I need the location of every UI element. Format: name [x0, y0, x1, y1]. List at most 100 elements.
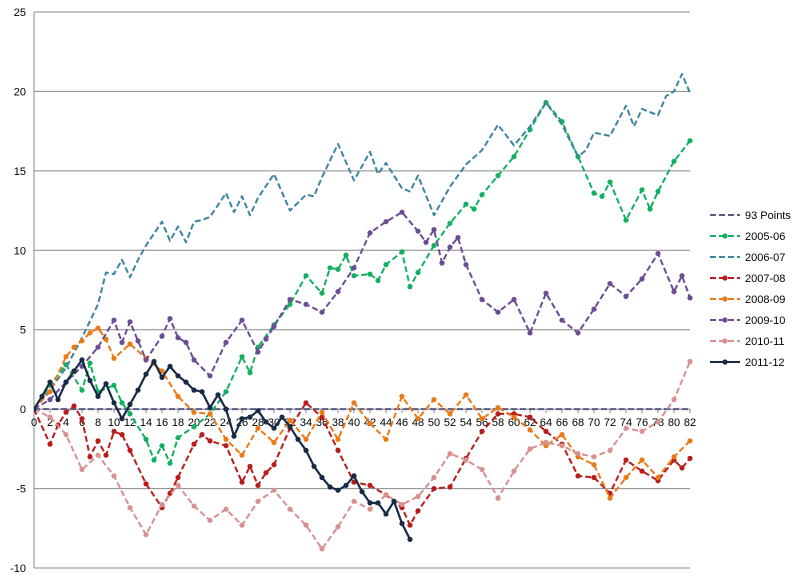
data-point: [55, 397, 61, 403]
legend-marker: [722, 233, 728, 239]
data-point: [543, 290, 549, 296]
data-point: [167, 460, 173, 466]
data-point: [319, 474, 325, 481]
legend-item: 2005-06: [710, 231, 785, 243]
data-point: [143, 357, 149, 363]
data-point: [447, 244, 453, 250]
data-point: [167, 363, 173, 369]
data-point: [303, 273, 309, 279]
data-point: [471, 206, 477, 212]
data-point: [367, 482, 373, 488]
y-tick-label: 0: [20, 404, 26, 416]
data-point: [95, 325, 101, 331]
x-tick-label: 76: [636, 417, 648, 429]
legend-item: 2007-08: [710, 273, 785, 285]
data-point: [679, 273, 685, 279]
data-point: [399, 501, 405, 508]
data-point: [199, 389, 205, 395]
data-point: [271, 425, 277, 431]
data-point: [623, 293, 629, 299]
data-point: [287, 506, 293, 512]
x-tick-label: 8: [95, 417, 101, 429]
x-tick-label: 58: [492, 417, 504, 429]
data-point: [511, 154, 517, 160]
legend-item: 2009-10: [710, 315, 785, 327]
data-point: [479, 428, 485, 434]
data-point: [239, 416, 245, 422]
x-tick-label: 50: [428, 417, 440, 429]
data-point: [119, 400, 125, 406]
data-point: [175, 435, 181, 441]
x-tick-label: 38: [332, 417, 344, 429]
data-point: [399, 209, 405, 215]
data-point: [399, 249, 405, 255]
data-point: [415, 493, 421, 500]
data-point: [63, 432, 69, 438]
data-point: [319, 290, 325, 296]
data-point: [383, 436, 389, 442]
legend-item: 93 Points: [710, 210, 791, 222]
data-point: [607, 281, 613, 287]
data-point: [271, 487, 277, 493]
data-point: [103, 336, 109, 342]
data-point: [335, 266, 341, 272]
data-point: [495, 495, 501, 501]
data-point: [247, 463, 253, 469]
data-point: [79, 466, 85, 473]
x-tick-label: 54: [460, 417, 472, 429]
data-point: [495, 411, 501, 417]
data-point: [199, 432, 205, 438]
data-point: [639, 428, 645, 434]
data-point: [191, 424, 197, 430]
x-tick-label: 72: [604, 417, 616, 429]
data-point: [263, 419, 269, 425]
data-point: [271, 323, 277, 330]
data-point: [303, 400, 309, 406]
data-point: [183, 379, 189, 385]
data-point: [159, 368, 165, 374]
data-point: [543, 439, 549, 446]
data-point: [655, 250, 661, 257]
x-tick-label: 18: [172, 417, 184, 429]
data-point: [391, 498, 397, 504]
data-point: [335, 436, 341, 442]
data-point: [295, 436, 301, 442]
data-point: [79, 357, 85, 363]
data-point: [431, 227, 437, 233]
x-tick-label: 80: [668, 417, 680, 429]
data-point: [239, 317, 245, 323]
data-point: [207, 405, 213, 411]
data-point: [135, 387, 141, 393]
data-point: [63, 354, 69, 360]
x-tick-label: 46: [396, 417, 408, 429]
data-point: [591, 462, 597, 468]
data-point: [175, 474, 181, 481]
data-point: [159, 374, 165, 380]
data-point: [127, 505, 133, 511]
data-point: [351, 498, 357, 504]
data-point: [255, 498, 261, 504]
data-point: [207, 373, 213, 379]
data-point: [63, 409, 69, 415]
data-point: [87, 330, 93, 336]
y-tick-label: 15: [14, 166, 26, 178]
data-point: [351, 473, 357, 479]
data-point: [671, 397, 677, 403]
series-line: [34, 101, 691, 465]
data-point: [687, 138, 693, 144]
y-tick-label: -10: [10, 563, 26, 575]
data-point: [463, 201, 469, 207]
data-point: [119, 432, 125, 438]
x-tick-label: 20: [188, 417, 200, 429]
data-point: [383, 219, 389, 225]
data-point: [255, 425, 261, 431]
data-point: [167, 316, 173, 322]
data-point: [303, 436, 309, 442]
data-point: [239, 479, 245, 485]
x-tick-label: 4: [63, 417, 69, 429]
data-point: [159, 501, 165, 508]
series-line: [34, 73, 691, 410]
data-point: [351, 400, 357, 406]
x-tick-label: 56: [476, 417, 488, 429]
data-point: [47, 441, 53, 447]
